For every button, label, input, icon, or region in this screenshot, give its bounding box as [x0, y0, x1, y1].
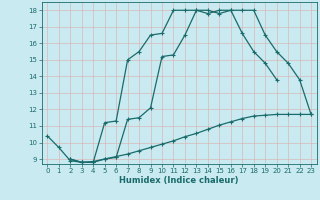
X-axis label: Humidex (Indice chaleur): Humidex (Indice chaleur): [119, 176, 239, 185]
